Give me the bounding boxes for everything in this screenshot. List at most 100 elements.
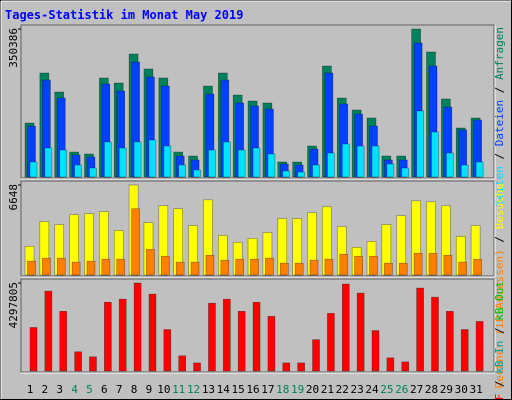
bar: [175, 261, 185, 276]
bar: [431, 296, 439, 372]
legend-entry: Besuche: [493, 183, 506, 229]
bar: [341, 283, 350, 372]
legend-entry: Rechner (IP-Adressen): [493, 249, 506, 388]
bar: [205, 254, 215, 276]
bar: [193, 169, 201, 178]
legend-separator: /: [493, 229, 506, 249]
legend: kB F / kB In / kB Out: [493, 281, 506, 400]
bar: [371, 330, 380, 372]
bar: [279, 262, 289, 276]
bar: [324, 258, 334, 276]
x-tick-label: 20: [306, 383, 319, 396]
legend: Seiten / Dateien / Anfragen: [493, 27, 506, 206]
bar: [59, 149, 68, 178]
bar: [42, 257, 51, 276]
bar: [29, 327, 38, 372]
bar: [133, 282, 142, 372]
bar: [237, 311, 246, 372]
bar: [339, 253, 349, 276]
bar: [356, 145, 365, 178]
bar: [71, 261, 81, 276]
legend-separator: /: [493, 321, 506, 341]
bar: [294, 262, 304, 276]
bar: [223, 298, 231, 372]
bar: [282, 170, 291, 178]
bar: [86, 260, 96, 276]
bar: [458, 261, 468, 276]
legend-separator: /: [493, 374, 506, 394]
bar: [431, 131, 439, 178]
x-tick-label: 14: [217, 383, 231, 396]
x-tick-label: 28: [425, 383, 438, 396]
x-tick-label: 9: [146, 383, 153, 396]
bar: [252, 147, 261, 178]
bar: [309, 259, 319, 276]
bar: [428, 252, 438, 276]
x-tick-label: 1: [27, 383, 34, 396]
x-tick-label: 13: [202, 383, 215, 396]
bar: [118, 147, 127, 178]
bar: [104, 141, 112, 178]
bar: [327, 313, 335, 372]
bar: [89, 356, 97, 372]
bar: [341, 143, 350, 178]
bar: [252, 301, 261, 372]
bar: [59, 311, 68, 372]
y-tick-label: 4297805: [7, 282, 20, 328]
bar: [460, 329, 469, 372]
bar: [443, 254, 453, 276]
bar: [235, 258, 244, 276]
bar: [356, 292, 365, 372]
bar: [312, 164, 320, 178]
legend-entry: kB In: [493, 341, 506, 374]
x-tick-label: 29: [440, 383, 453, 396]
legend-entry: Dateien: [493, 100, 506, 146]
x-tick-label: 8: [131, 383, 138, 396]
legend-entry: Anfragen: [493, 27, 506, 80]
bar: [327, 152, 335, 178]
bar: [148, 139, 157, 178]
bar: [220, 259, 230, 276]
bar: [74, 351, 82, 372]
bar: [116, 258, 126, 276]
bar: [208, 149, 216, 178]
bar: [250, 258, 259, 276]
bar: [446, 311, 454, 372]
bar: [297, 171, 305, 178]
x-tick-label: 3: [56, 383, 63, 396]
x-tick-label: 6: [101, 383, 108, 396]
x-tick-label: 10: [157, 383, 170, 396]
x-tick-label: 23: [351, 383, 364, 396]
bar: [386, 163, 395, 178]
bar: [161, 255, 170, 276]
y-tick-label: 6648: [7, 184, 20, 211]
x-tick-label: 27: [410, 383, 423, 396]
bar: [190, 261, 200, 276]
bar: [118, 298, 127, 372]
bar: [163, 329, 172, 372]
bar: [282, 362, 291, 372]
bar: [208, 302, 216, 372]
legend: Rechner (IP-Adressen) / Besuche: [493, 183, 506, 388]
bar: [369, 255, 378, 276]
bar: [267, 153, 276, 178]
bar: [193, 362, 201, 372]
bar: [56, 257, 66, 276]
bar: [44, 147, 53, 178]
bar: [148, 293, 157, 372]
bar: [312, 339, 320, 372]
bar: [178, 164, 186, 178]
x-tick-label: 7: [116, 383, 123, 396]
x-tick-label: 21: [321, 383, 334, 396]
bar: [74, 164, 82, 178]
bar: [163, 145, 172, 178]
bar: [416, 110, 424, 178]
x-tick-label: 25: [380, 383, 393, 396]
bar: [384, 262, 393, 276]
bar: [475, 161, 484, 178]
bar: [446, 152, 454, 178]
bar: [371, 145, 380, 178]
bar: [473, 258, 482, 276]
x-tick-label: 15: [232, 383, 245, 396]
